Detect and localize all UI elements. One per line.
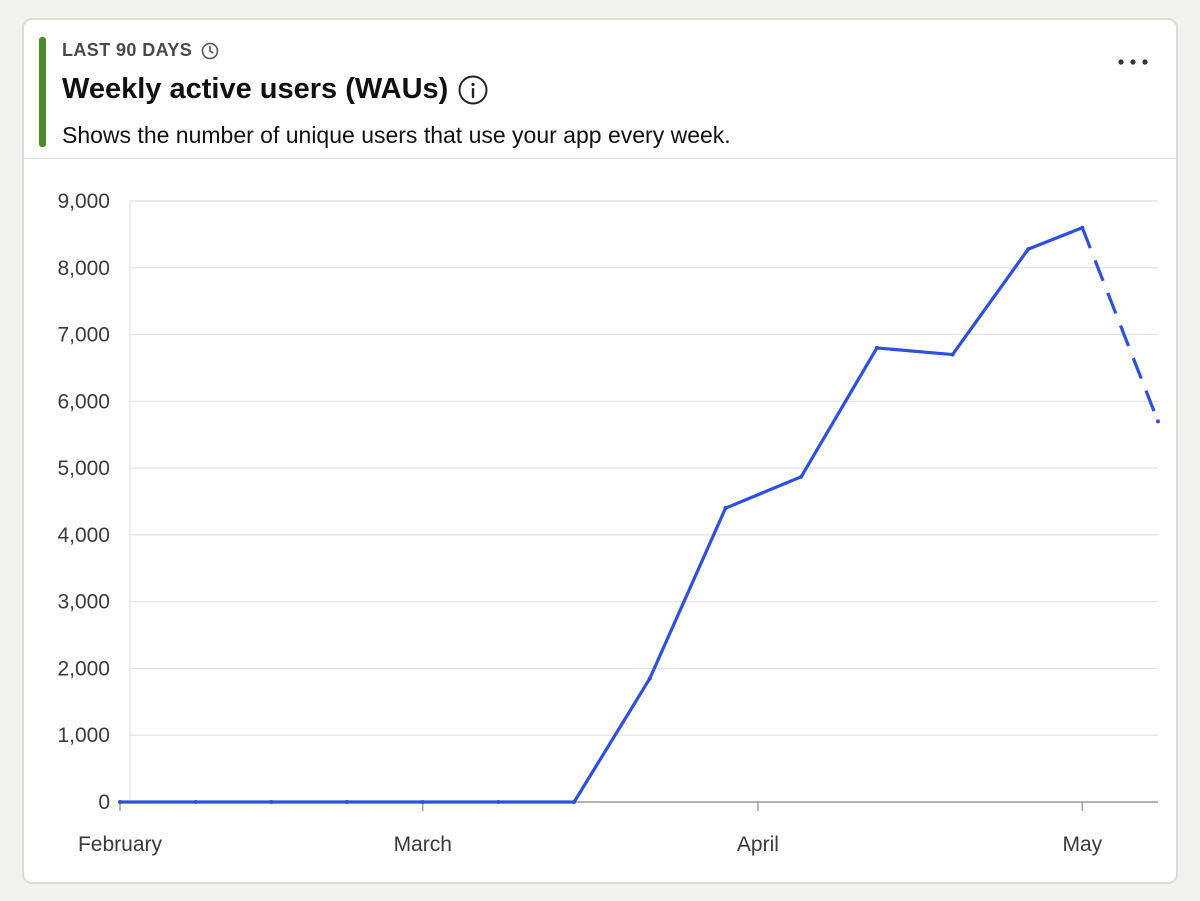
- data-point: [1026, 247, 1031, 252]
- y-tick-label: 4,000: [57, 524, 110, 547]
- data-point: [345, 800, 350, 804]
- y-tick-label: 0: [98, 791, 110, 814]
- series-segment: [572, 676, 652, 804]
- y-tick-label: 9,000: [57, 190, 110, 213]
- y-tick-label: 5,000: [57, 457, 110, 480]
- data-point: [572, 800, 577, 804]
- accent-bar: [39, 37, 46, 147]
- series-segment-projected: [1080, 227, 1160, 422]
- series-segment: [723, 475, 803, 510]
- x-tick-label: April: [737, 833, 779, 856]
- info-icon[interactable]: [457, 74, 489, 106]
- data-point: [874, 345, 879, 350]
- x-tick-label: February: [78, 833, 163, 856]
- series-segment: [950, 247, 1030, 357]
- card-description: Shows the number of unique users that us…: [62, 122, 731, 148]
- data-point: [269, 800, 274, 804]
- data-point: [193, 800, 198, 804]
- y-tick-label: 7,000: [57, 324, 110, 347]
- time-range-label: LAST 90 DAYS: [62, 40, 193, 60]
- series-segment: [1026, 226, 1084, 251]
- card-header: LAST 90 DAYS Weekly active users (WAUs) …: [24, 20, 1176, 159]
- axis-layer: [119, 201, 1084, 811]
- data-point: [647, 676, 652, 681]
- more-horizontal-icon: [1118, 59, 1148, 65]
- data-point: [1080, 225, 1085, 230]
- series-segment: [799, 346, 879, 479]
- data-point: [799, 474, 804, 479]
- y-tick-label: 3,000: [57, 591, 110, 614]
- card-title: Weekly active users (WAUs): [62, 73, 449, 105]
- y-tick-label: 1,000: [57, 724, 110, 747]
- x-tick-label: March: [394, 833, 452, 856]
- data-point: [118, 800, 122, 804]
- y-tick-label: 8,000: [57, 257, 110, 280]
- data-point: [420, 800, 425, 804]
- y-tick-label: 2,000: [57, 657, 110, 680]
- y-tick-label: 6,000: [57, 390, 110, 413]
- data-point: [723, 506, 728, 511]
- more-options-button[interactable]: [1110, 48, 1156, 76]
- wau-line-chart: 0 1,000 2,000 3,000 4,000 5,000 6,000 7,000 8,00…: [57, 190, 1160, 856]
- series-layer: [118, 225, 1160, 804]
- wau-card: LAST 90 DAYS Weekly active users (WAUs) …: [22, 18, 1178, 884]
- data-point: [950, 352, 955, 357]
- grid-layer: [130, 200, 1158, 803]
- x-tick-label: May: [1062, 833, 1102, 856]
- data-point: [1156, 419, 1160, 424]
- time-range-row: LAST 90 DAYS: [62, 40, 220, 61]
- label-layer: 0 1,000 2,000 3,000 4,000 5,000 6,000 7,000 8,00…: [57, 190, 1102, 856]
- series-segment: [648, 506, 728, 681]
- clock-icon[interactable]: [200, 41, 220, 61]
- title-row: Weekly active users (WAUs): [62, 73, 489, 106]
- data-point: [496, 800, 501, 804]
- series-segment: [875, 346, 955, 357]
